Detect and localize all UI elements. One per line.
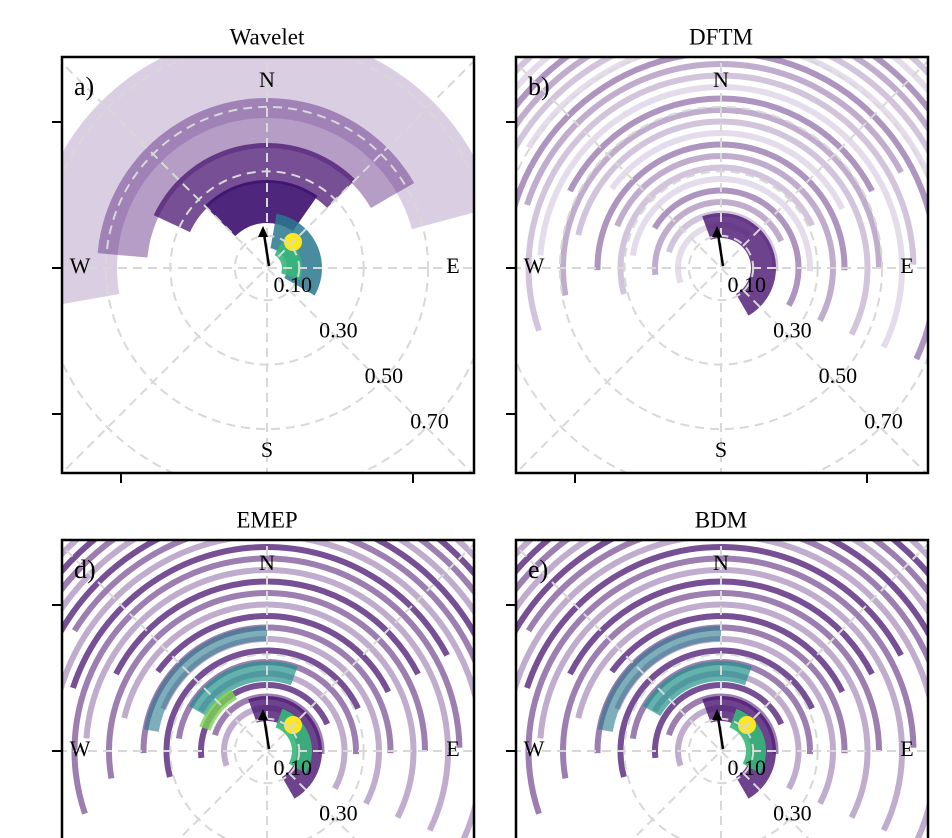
spectrum-patch: [153, 143, 356, 233]
direction-label: W: [70, 253, 91, 278]
axes-frame: [514, 538, 930, 838]
direction-label: N: [713, 67, 729, 92]
spectrum-patch: [62, 57, 474, 305]
direction-label: E: [900, 736, 913, 761]
direction-label: W: [524, 253, 545, 278]
spectrum-patch: [567, 578, 875, 676]
direction-spoke: [516, 61, 928, 473]
plot-area: [62, 57, 474, 473]
arrow-head: [258, 226, 268, 237]
direction-label: E: [446, 253, 459, 278]
range-tick-label: 0.30: [773, 800, 812, 825]
axes-frame: [60, 538, 476, 838]
plot-area: [62, 540, 474, 838]
plot-area: [516, 540, 928, 838]
axes-frame: [514, 55, 930, 475]
range-tick-label: 0.70: [864, 409, 903, 434]
range-tick-label: 0.50: [365, 363, 404, 388]
range-tick-label: 0.10: [728, 755, 767, 780]
panel-label: e): [528, 555, 548, 584]
spectrum-patch: [220, 704, 297, 767]
range-tick-label: 0.30: [319, 800, 358, 825]
spectrum-patch: [248, 695, 323, 799]
spectrum-patch: [675, 704, 751, 767]
spectrum-patch: [62, 540, 474, 597]
panel-title: BDM: [695, 507, 747, 532]
direction-label: S: [261, 437, 273, 462]
spectrum-patch: [97, 98, 415, 258]
direction-label: E: [446, 736, 459, 761]
direction-label: N: [713, 550, 729, 575]
panel-label: a): [74, 72, 94, 101]
panel-title: Wavelet: [230, 24, 305, 49]
polar-panel: 0.100.30 0.500.70 N E S Wb) DFTM: [506, 24, 930, 483]
spectrum-patch: [702, 696, 777, 799]
arrow-head: [258, 709, 268, 720]
arrow-head: [712, 226, 722, 237]
direction-label: S: [715, 437, 727, 462]
spectrum-patch: [516, 57, 928, 114]
range-tick-label: 0.30: [773, 317, 812, 342]
spectrum-patch: [675, 222, 751, 284]
mean-direction-arrow: [262, 233, 271, 267]
direction-spoke: [62, 59, 474, 473]
direction-label: W: [524, 736, 545, 761]
arrow-head: [712, 709, 722, 720]
direction-label: N: [259, 550, 275, 575]
spectrum-patch: [643, 661, 752, 716]
spectrum-patch: [199, 688, 237, 731]
polar-panel: 0.100.30 0.500.70 N E S Wa) Wavelet: [52, 24, 476, 483]
spectrum-patch: [113, 578, 421, 676]
direction-spoke: [62, 544, 356, 838]
panel-label: d): [74, 555, 96, 584]
panel-title: DFTM: [689, 24, 753, 49]
spectrum-patch: [143, 626, 267, 732]
direction-label: E: [900, 253, 913, 278]
direction-label: N: [259, 67, 275, 92]
spectrum-patch: [702, 213, 776, 316]
mean-direction-arrow: [262, 716, 271, 750]
direction-spoke: [62, 61, 474, 473]
spectrum-patch: [516, 540, 928, 597]
panel-title: EMEP: [236, 507, 297, 532]
range-tick-label: 0.10: [274, 755, 313, 780]
polar-panel: 0.100.30 N E Wd) EMEP: [52, 507, 476, 838]
spectrum-patch: [609, 130, 846, 211]
polar-panel: 0.100.30 N E We) BDM: [506, 507, 930, 838]
range-tick-label: 0.70: [410, 409, 449, 434]
direction-spoke: [516, 59, 928, 473]
range-grid-line: [104, 105, 430, 431]
spectrum-patch: [155, 612, 392, 694]
direction-label: W: [70, 736, 91, 761]
range-grid-line: [558, 105, 884, 431]
spectrum-patch: [597, 626, 721, 732]
range-tick-label: 0.50: [819, 363, 858, 388]
range-tick-label: 0.10: [274, 272, 313, 297]
direction-spoke: [516, 544, 810, 838]
mean-direction-arrow: [716, 716, 725, 750]
spectrum-patch: [609, 613, 846, 694]
range-tick-label: 0.30: [319, 317, 358, 342]
spectrum-patch: [567, 95, 875, 193]
plot-area: [516, 57, 928, 473]
axes-frame: [60, 55, 476, 475]
mean-direction-arrow: [716, 233, 725, 267]
range-tick-label: 0.10: [728, 272, 767, 297]
panel-label: b): [528, 72, 550, 101]
